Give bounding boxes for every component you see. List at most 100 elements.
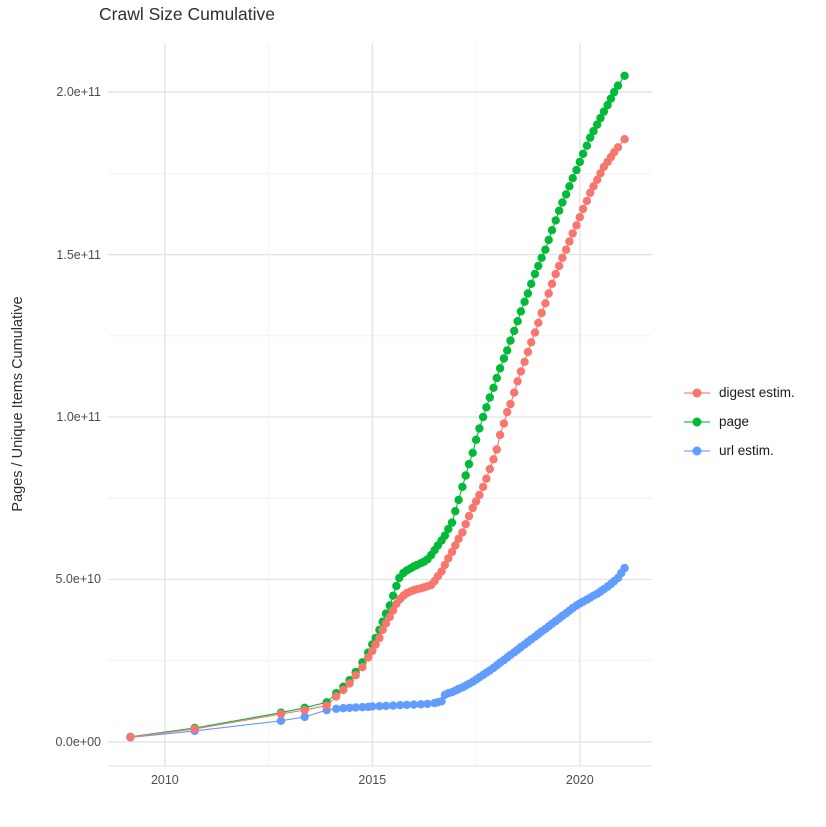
data-point — [345, 703, 354, 712]
data-point — [332, 692, 341, 701]
data-point — [599, 107, 609, 116]
data-point — [440, 531, 450, 540]
data-point — [506, 336, 515, 345]
data-point — [620, 563, 629, 573]
data-point — [606, 94, 616, 103]
data-point — [351, 671, 360, 680]
data-point — [503, 346, 512, 355]
data-point — [385, 612, 394, 622]
chart-title: Crawl Size Cumulative — [99, 4, 276, 24]
data-point — [510, 388, 519, 397]
data-point — [620, 71, 629, 81]
legend-key-digest-icon — [684, 384, 710, 402]
data-point — [495, 364, 505, 373]
data-point — [358, 663, 367, 672]
data-point — [537, 308, 546, 318]
y-tick-label: 1.0e+11 — [56, 410, 101, 424]
data-point — [578, 149, 588, 158]
data-point — [378, 625, 387, 634]
legend-key-page-icon — [684, 413, 710, 431]
data-point — [482, 403, 491, 412]
data-point — [537, 253, 546, 262]
data-point — [444, 524, 453, 534]
data-point — [454, 534, 463, 544]
y-tick-label: 0.0e+00 — [55, 734, 101, 749]
data-point — [499, 419, 509, 428]
data-point — [461, 471, 470, 480]
data-point — [368, 702, 377, 711]
data-point — [322, 701, 331, 710]
data-point — [544, 235, 553, 245]
data-point — [458, 482, 467, 492]
data-point — [513, 377, 522, 386]
series-digest-estim — [126, 135, 629, 742]
legend-item-page: page — [684, 407, 795, 436]
data-point — [332, 704, 341, 713]
data-point — [534, 261, 543, 271]
data-point — [523, 289, 533, 298]
data-point — [620, 135, 629, 144]
data-point — [586, 133, 595, 142]
data-point — [388, 701, 398, 710]
data-point — [530, 328, 540, 337]
legend-label-digest-estim: digest estim. — [719, 385, 795, 400]
data-point — [364, 653, 373, 662]
data-point — [437, 567, 446, 576]
data-point — [276, 709, 286, 719]
data-point — [589, 126, 598, 136]
legend-item-digest-estim: digest estim. — [684, 378, 795, 407]
data-point — [482, 474, 491, 483]
data-point — [568, 229, 577, 238]
data-point — [451, 541, 460, 550]
data-point — [593, 175, 602, 184]
data-point — [516, 307, 526, 316]
data-point — [572, 221, 581, 230]
data-point — [520, 297, 529, 306]
data-point — [402, 700, 411, 710]
data-point — [388, 606, 398, 615]
legend-label-url-estim: url estim. — [719, 443, 774, 458]
data-point — [478, 412, 488, 422]
data-point — [345, 679, 354, 688]
data-point — [568, 174, 577, 183]
data-point — [395, 701, 405, 710]
data-point — [510, 326, 519, 336]
data-point — [534, 318, 543, 327]
data-point — [492, 373, 501, 383]
x-tick-label: 2020 — [565, 773, 594, 787]
y-tick-label: 5.0e+10 — [55, 572, 101, 587]
data-point — [527, 279, 536, 288]
data-point — [478, 482, 488, 492]
data-point — [440, 560, 450, 570]
data-point — [547, 279, 557, 288]
data-point — [381, 619, 391, 628]
data-point — [554, 206, 564, 215]
data-point — [471, 497, 481, 506]
data-point — [582, 196, 592, 206]
data-point — [575, 157, 584, 167]
data-point — [516, 367, 526, 376]
data-point — [423, 699, 432, 709]
data-point — [495, 430, 505, 440]
data-point — [126, 732, 135, 742]
data-point — [437, 697, 446, 706]
data-point — [575, 213, 584, 222]
data-point — [527, 338, 536, 347]
data-point — [572, 165, 581, 175]
data-point — [499, 354, 509, 363]
data-point — [351, 703, 360, 712]
data-point — [339, 704, 348, 713]
data-point — [593, 120, 602, 129]
data-point — [547, 226, 557, 235]
data-point — [544, 289, 553, 298]
data-point — [447, 547, 457, 557]
legend-key-url-icon — [684, 442, 710, 460]
data-point — [458, 528, 467, 537]
data-point — [520, 357, 529, 366]
data-point — [561, 190, 571, 199]
data-point — [375, 633, 384, 643]
data-point — [464, 511, 474, 521]
x-tick-label: 2010 — [150, 773, 179, 787]
data-point — [381, 701, 391, 711]
